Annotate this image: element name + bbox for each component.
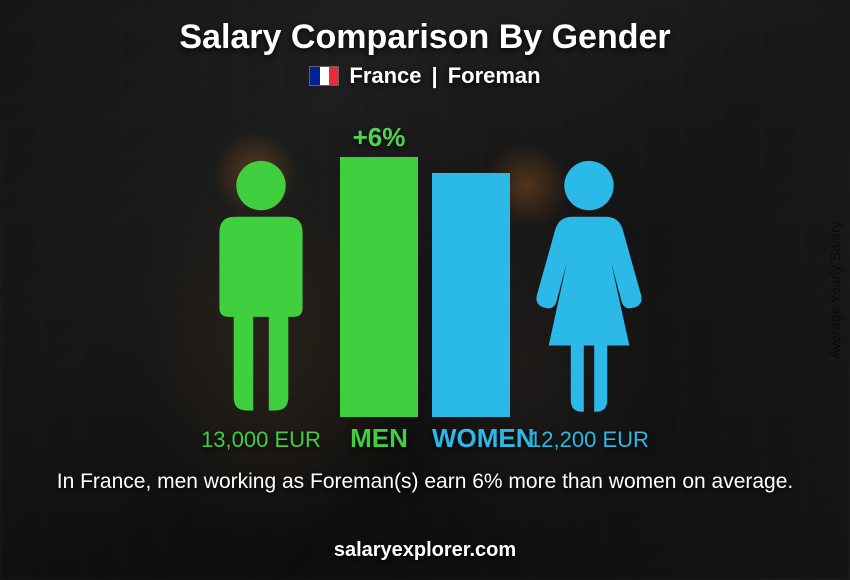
flag-stripe [329,67,338,85]
france-flag-icon [309,66,339,86]
subtitle-country: France [349,63,421,89]
summary-sentence: In France, men working as Foreman(s) ear… [57,468,794,496]
pct-diff-label: +6% [353,122,406,153]
women-category-label: WOMEN [432,423,510,454]
flag-stripe [310,67,319,85]
yaxis-label-wrap: Average Yearly Salary [820,140,850,440]
content-container: Salary Comparison By Gender France | For… [0,0,850,580]
men-value-label: 13,000 EUR [196,427,326,453]
footer-attribution: salaryexplorer.com [0,539,850,562]
subtitle-separator: | [432,63,438,89]
men-bar: +6% [340,157,418,417]
men-icon-column [196,157,326,417]
men-category-label: MEN [340,423,418,454]
page-title: Salary Comparison By Gender [179,18,670,57]
yaxis-label: Average Yearly Salary [827,221,843,359]
man-icon [196,157,326,417]
labels-row: 13,000 EUR MEN WOMEN 12,200 EUR [196,423,654,454]
women-icon-column [524,157,654,417]
flag-stripe [320,67,329,85]
women-bar [432,173,510,417]
subtitle-role: Foreman [448,63,541,89]
chart-area: +6% [196,107,654,417]
subtitle-row: France | Foreman [309,63,540,89]
women-value-label: 12,200 EUR [524,427,654,453]
woman-icon [524,157,654,417]
